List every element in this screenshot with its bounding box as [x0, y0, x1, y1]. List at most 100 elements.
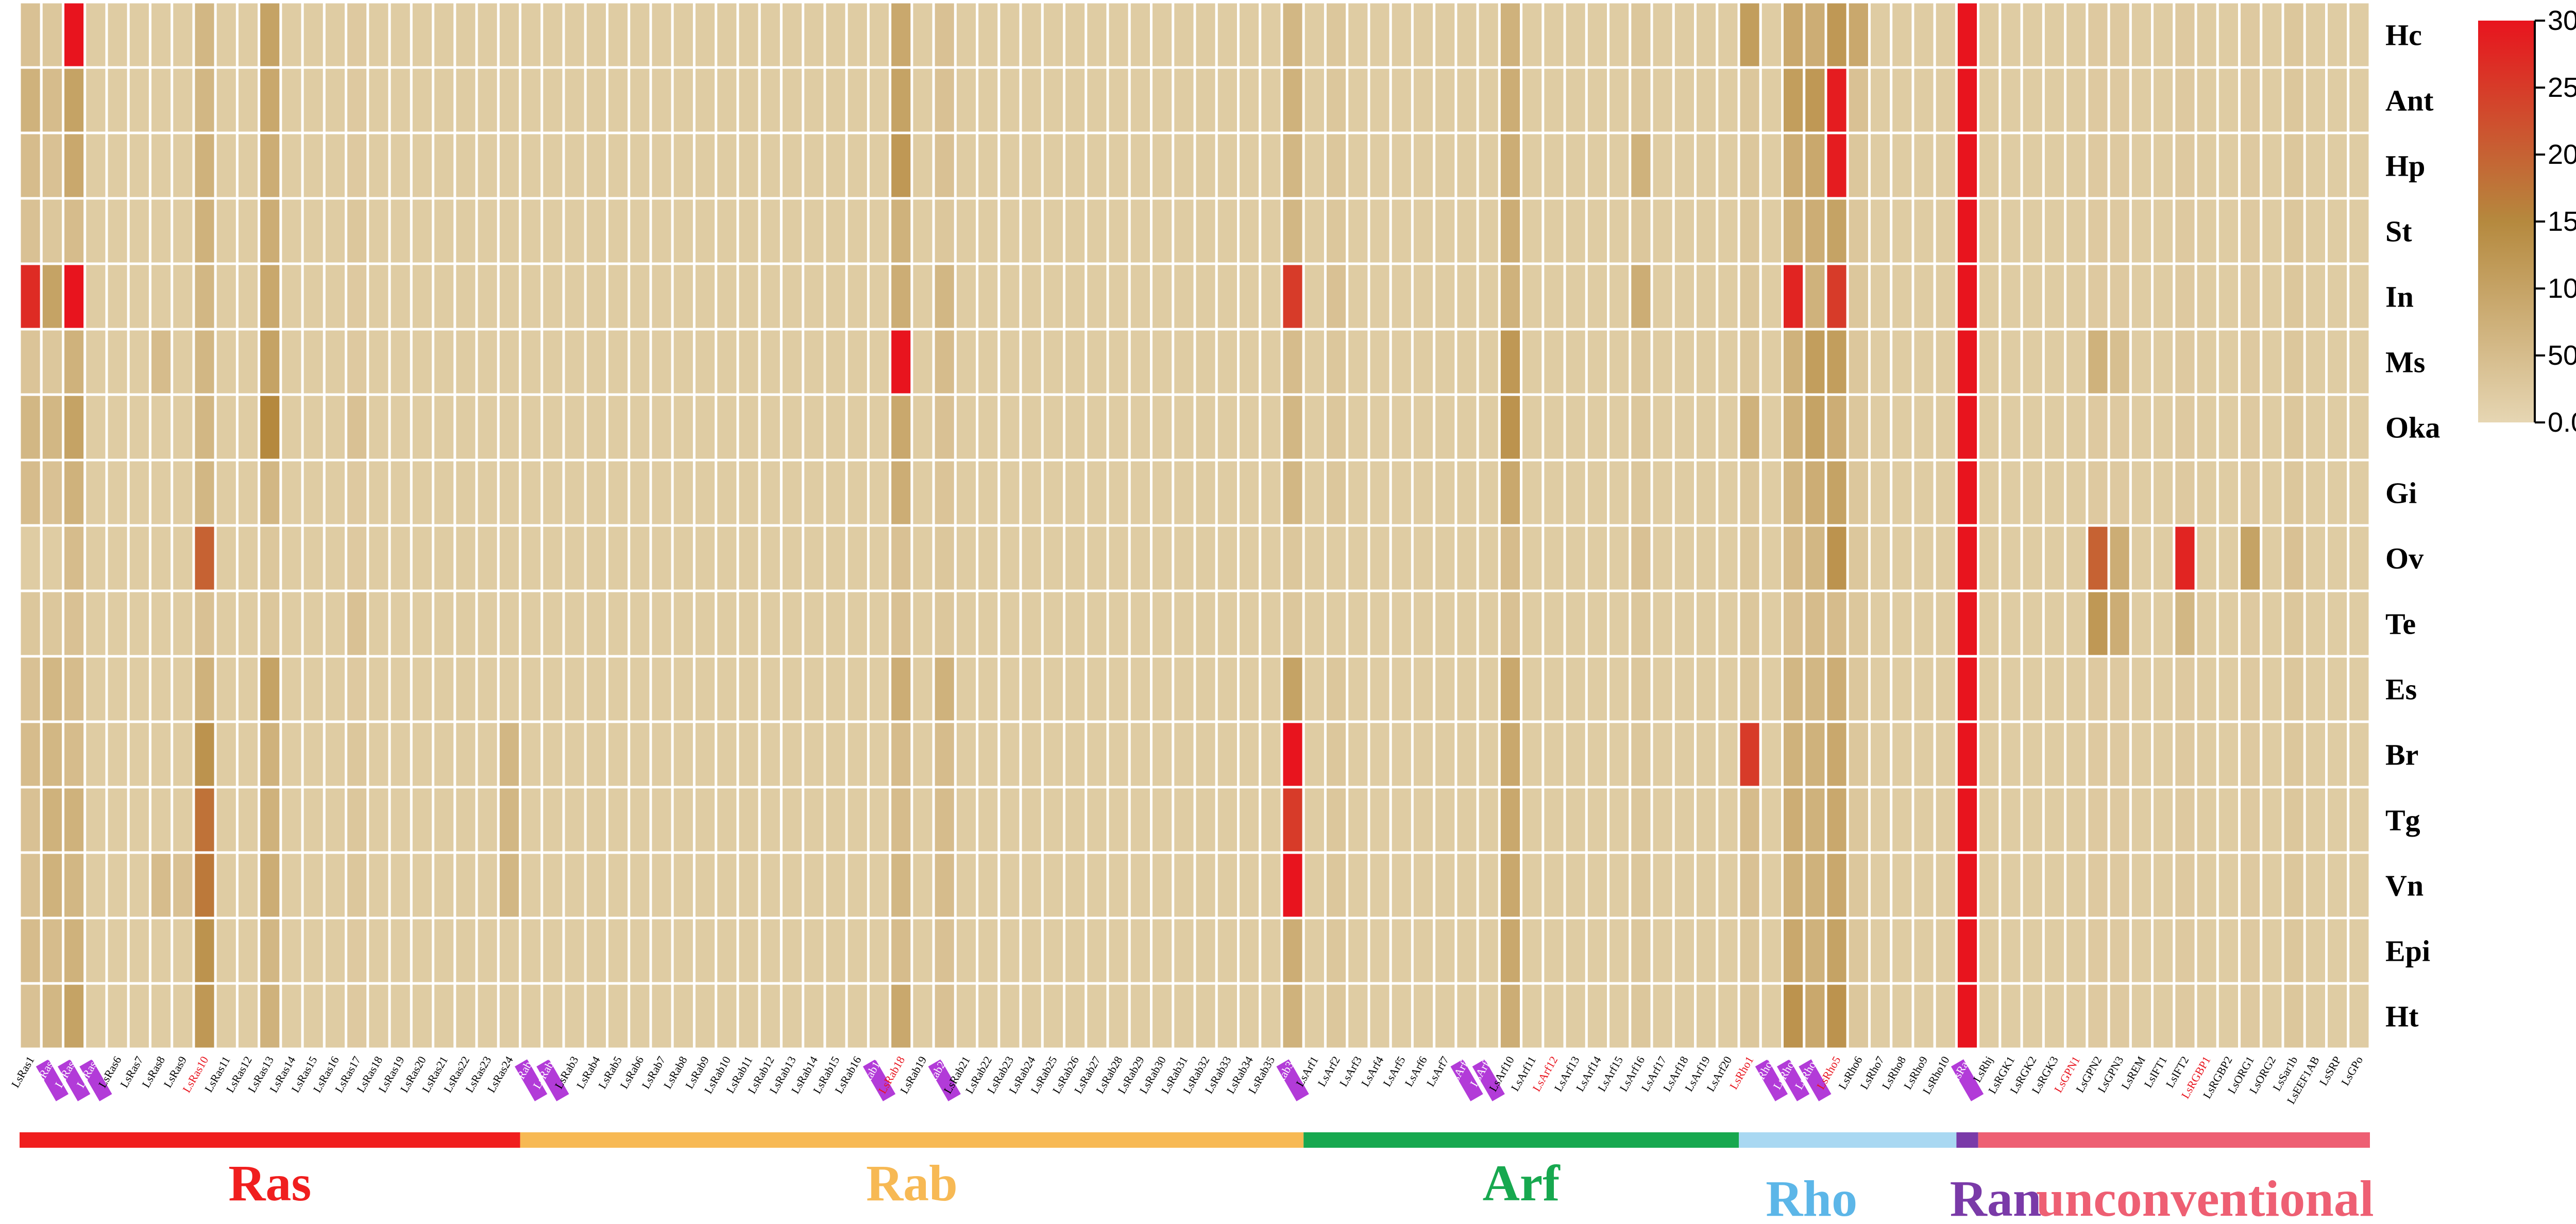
- heatmap-cell: [2238, 786, 2263, 854]
- heatmap-cell: [1737, 262, 1762, 331]
- heatmap-cell: [1607, 262, 1632, 331]
- heatmap-cell: [410, 916, 435, 985]
- heatmap-cell: [127, 589, 151, 658]
- colorbar-tick-label: 2500.00: [2548, 72, 2576, 103]
- heatmap-cell: [1585, 393, 1610, 462]
- heatmap-cell: [802, 1, 826, 69]
- heatmap-cell: [2086, 262, 2110, 331]
- heatmap-cell: [453, 66, 478, 134]
- heatmap-cell: [845, 66, 870, 134]
- heatmap-cell: [2194, 916, 2219, 985]
- heatmap-cell: [628, 786, 652, 854]
- heatmap-cell: [562, 786, 587, 854]
- heatmap-cell: [2238, 655, 2263, 723]
- heatmap-cell: [453, 655, 478, 723]
- heatmap-cell: [2151, 131, 2176, 200]
- heatmap-cell: [1955, 1, 1980, 69]
- heatmap-cell: [410, 197, 435, 265]
- heatmap-cell: [323, 851, 348, 920]
- heatmap-cell: [1433, 982, 1458, 1050]
- heatmap-cell: [497, 720, 522, 789]
- heatmap-cell: [2325, 720, 2350, 789]
- heatmap-cell: [2173, 458, 2197, 527]
- heatmap-cell: [1389, 458, 1414, 527]
- heatmap-cell: [171, 66, 195, 134]
- heatmap-cell: [1236, 720, 1262, 789]
- heatmap-cell: [1236, 851, 1262, 920]
- heatmap-cell: [1520, 786, 1545, 854]
- heatmap-cell: [475, 655, 500, 723]
- heatmap-cell: [1803, 131, 1827, 200]
- heatmap-cell: [1084, 982, 1109, 1050]
- heatmap-cell: [388, 197, 413, 265]
- heatmap-cell: [1955, 982, 1980, 1050]
- heatmap-cell: [366, 655, 391, 723]
- heatmap-cell: [497, 197, 522, 265]
- heatmap-cell: [649, 982, 674, 1050]
- heatmap-cell: [715, 655, 739, 723]
- heatmap-cell: [235, 66, 261, 134]
- heatmap-cell: [1890, 1, 1914, 69]
- heatmap-cell: [1084, 851, 1109, 920]
- heatmap-cell: [584, 786, 609, 854]
- heatmap-cell: [2042, 720, 2067, 789]
- heatmap-cell: [2347, 458, 2371, 527]
- heatmap-cell: [692, 524, 718, 592]
- heatmap-cell: [40, 66, 64, 134]
- heatmap-cell: [1803, 655, 1827, 723]
- column-label-highlight: [515, 1059, 548, 1101]
- heatmap-cell: [1367, 589, 1392, 658]
- heatmap-cell: [148, 589, 174, 658]
- heatmap-cell: [1759, 1, 1784, 69]
- heatmap-cell: [1781, 393, 1806, 462]
- heatmap-cell: [2347, 393, 2371, 462]
- heatmap-cell: [1389, 197, 1414, 265]
- heatmap-cell: [2020, 197, 2045, 265]
- heatmap-cell: [1933, 262, 1958, 331]
- heatmap-cell: [301, 786, 326, 854]
- heatmap-cell: [127, 131, 151, 200]
- heatmap-cell: [1716, 982, 1740, 1050]
- heatmap-cell: [1433, 524, 1458, 592]
- heatmap-cell: [2086, 982, 2110, 1050]
- heatmap-cell: [649, 851, 674, 920]
- heatmap-cell: [1236, 655, 1262, 723]
- heatmap-cell: [671, 982, 696, 1050]
- heatmap-cell: [2325, 851, 2350, 920]
- heatmap-cell: [366, 197, 391, 265]
- heatmap-cell: [410, 851, 435, 920]
- heatmap-cell: [1280, 1, 1305, 69]
- heatmap-cell: [301, 916, 326, 985]
- colorbar-tick-label: 1500.00: [2548, 206, 2576, 237]
- heatmap-cell: [2107, 982, 2132, 1050]
- heatmap-cell: [1063, 851, 1088, 920]
- heatmap-cell: [519, 982, 544, 1050]
- heatmap-cell: [148, 982, 174, 1050]
- heatmap-cell: [2194, 589, 2219, 658]
- heatmap-cell: [1150, 66, 1175, 134]
- heatmap-cell: [2064, 328, 2089, 396]
- heatmap-cell: [2325, 916, 2350, 985]
- heatmap-cell: [2238, 982, 2263, 1050]
- heatmap-cell: [432, 786, 456, 854]
- heatmap-cell: [83, 786, 108, 854]
- heatmap-cell: [1933, 851, 1958, 920]
- heatmap-cell: [1933, 1, 1958, 69]
- heatmap-cell: [1041, 720, 1066, 789]
- heatmap-cell: [432, 393, 456, 462]
- heatmap-cell: [997, 851, 1022, 920]
- heatmap-cell: [1694, 786, 1719, 854]
- heatmap-cell: [432, 1, 456, 69]
- heatmap-cell: [889, 851, 913, 920]
- heatmap-cell: [105, 720, 130, 789]
- heatmap-cell: [562, 916, 587, 985]
- heatmap-cell: [715, 197, 739, 265]
- heatmap-cell: [40, 655, 64, 723]
- heatmap-cell: [758, 851, 783, 920]
- heatmap-cell: [148, 66, 174, 134]
- heatmap-cell: [779, 393, 805, 462]
- heatmap-cell: [1106, 916, 1131, 985]
- heatmap-cell: [1650, 328, 1675, 396]
- heatmap-cell: [1716, 393, 1740, 462]
- heatmap-cell: [867, 328, 892, 396]
